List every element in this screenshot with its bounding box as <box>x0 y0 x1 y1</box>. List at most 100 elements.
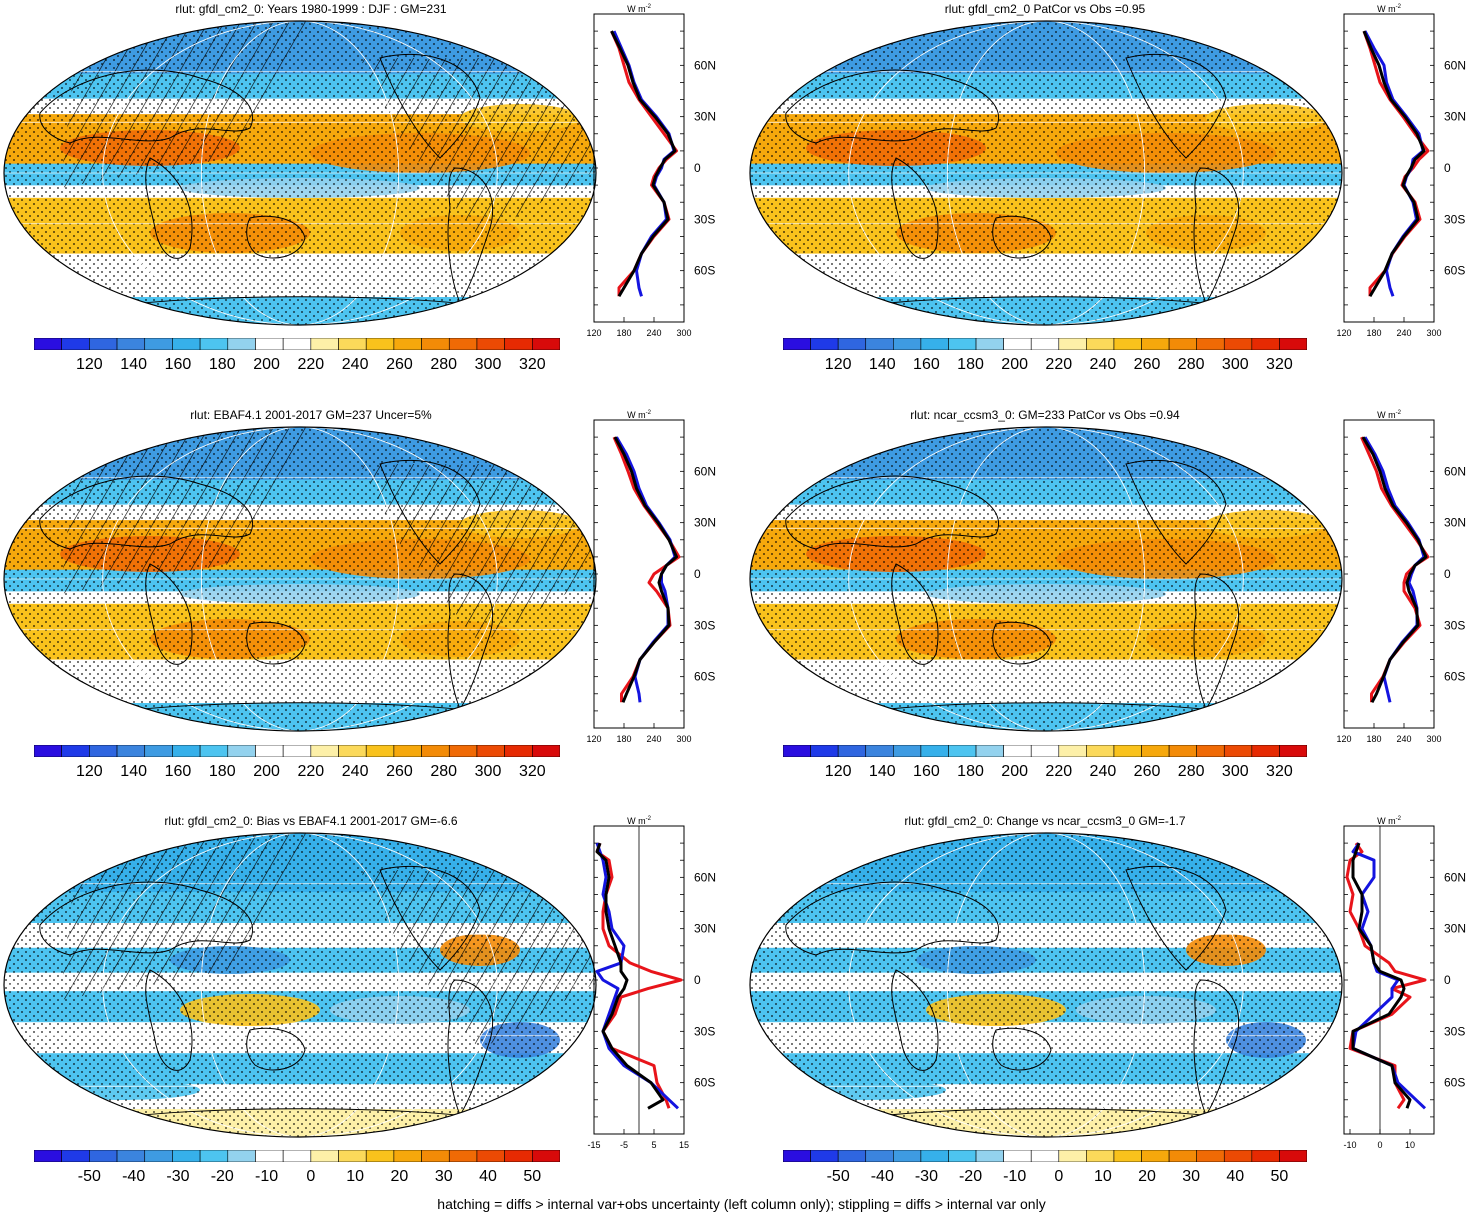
colorbar-tick-label: 300 <box>1221 356 1249 373</box>
x-tick-label: 240 <box>646 734 661 744</box>
colorbar-tick-label: 200 <box>1001 356 1028 373</box>
x-tick-label: 0 <box>1377 1140 1382 1150</box>
colorbar-swatch <box>810 1150 839 1162</box>
colorbar-swatch <box>199 338 229 350</box>
colorbar-swatch <box>1168 1150 1197 1162</box>
colorbar-tick-label: -30 <box>914 1168 938 1185</box>
colorbar-swatch <box>1141 1150 1170 1162</box>
colorbar-labels: 120 140 160 180 200 220 240 260 280 300 320 <box>34 356 560 376</box>
lat-tick-label: 30N <box>694 922 716 936</box>
colorbar-swatch <box>421 745 450 757</box>
colorbar-swatch <box>476 1150 505 1162</box>
coastline <box>992 621 1052 665</box>
lat-tick-label: 60N <box>1444 870 1466 884</box>
coastline <box>1125 53 1227 159</box>
colorbar-swatch <box>365 745 395 757</box>
lat-tick-label: 60S <box>694 1076 715 1090</box>
profile-frame <box>593 419 685 729</box>
colorbar-swatch <box>837 338 867 350</box>
x-tick-label: 120 <box>1336 328 1351 338</box>
coastline <box>39 475 253 550</box>
lat-tick-label: 60N <box>1444 58 1466 72</box>
coastline <box>246 621 306 665</box>
colorbar-swatch <box>920 745 949 757</box>
x-tick-label: 180 <box>616 328 631 338</box>
graticule-line <box>200 21 400 325</box>
colorbar-tick-label: 240 <box>341 763 369 780</box>
colorbar-tick-label: 280 <box>430 356 458 373</box>
zonal-profile-panel-3: W m-2 60N 30N 0 30S 60S 120 180 240 300 <box>586 410 716 744</box>
colorbar-swatch <box>865 745 894 757</box>
colorbar-swatch <box>61 745 90 757</box>
colorbar-swatch <box>1141 745 1170 757</box>
panel-title: rlut: gfdl_cm2_0: Years 1980-1999 : DJF … <box>175 2 447 16</box>
colorbar-tick-label: 0 <box>306 1168 316 1185</box>
graticule-line <box>848 21 1244 325</box>
colorbar-tick-label: -50 <box>826 1168 850 1185</box>
colorbar-swatch <box>393 338 422 350</box>
lat-tick-label: 30S <box>1444 618 1465 632</box>
colorbar-tick-label: 280 <box>430 763 458 780</box>
profile-line-black <box>595 842 665 1110</box>
colorbar-tick-label: 260 <box>1133 763 1161 780</box>
colorbar-swatch <box>227 1150 256 1162</box>
colorbar-labels: 120 140 160 180 200 220 240 260 280 300 320 <box>34 763 560 783</box>
profile-line-red <box>595 842 683 1109</box>
coastline <box>891 969 939 1071</box>
colorbar-tick-label: 320 <box>518 356 546 373</box>
colorbar-swatch <box>1168 745 1197 757</box>
colorbar-swatch <box>393 1150 422 1162</box>
colorbar-tick-label: 10 <box>1094 1168 1112 1185</box>
colorbar-panel-6 <box>783 1150 1307 1162</box>
colorbar-tick-label: -30 <box>166 1168 190 1185</box>
lat-tick-label: 30N <box>1444 516 1466 530</box>
colorbar-tick-label: 120 <box>76 763 103 780</box>
profile-unit-label: W m-2 <box>627 816 651 826</box>
colorbar-swatch <box>1279 1150 1307 1162</box>
colorbar-swatch <box>1251 745 1280 757</box>
colorbar-tick-label: 140 <box>120 763 147 780</box>
graticule-line <box>946 21 1146 325</box>
colorbar-labels: 120 140 160 180 200 220 240 260 280 300 320 <box>783 763 1307 783</box>
colorbar-swatch <box>975 745 1004 757</box>
colorbar-swatch <box>1251 338 1280 350</box>
lat-tick-label: 60S <box>694 670 715 684</box>
colorbar-swatch <box>448 745 478 757</box>
colorbar-swatch <box>504 1150 533 1162</box>
colorbar-tick-label: 300 <box>474 356 502 373</box>
profile-line-blue <box>615 436 677 703</box>
colorbar-swatch <box>338 745 367 757</box>
coastline <box>246 215 306 259</box>
map-outline <box>749 20 1343 326</box>
colorbar-tick-label: 220 <box>297 356 325 373</box>
colorbar-tick-label: 200 <box>1001 763 1028 780</box>
colorbar-swatch <box>476 745 505 757</box>
colorbar-swatch <box>144 745 173 757</box>
colorbar-tick-label: 320 <box>518 763 546 780</box>
coastline <box>1125 459 1227 565</box>
colorbar-tick-label: 20 <box>1138 1168 1156 1185</box>
colorbar-swatch <box>1196 338 1225 350</box>
colorbar-tick-label: -40 <box>870 1168 894 1185</box>
colorbar-tick-label: 30 <box>434 1168 453 1185</box>
lat-tick-label: 0 <box>694 567 701 581</box>
colorbar-swatch <box>837 745 867 757</box>
lat-tick-label: 60S <box>1444 670 1465 684</box>
lat-tick-label: 60N <box>694 58 716 72</box>
coastline <box>1125 865 1227 971</box>
colorbar-panel-3 <box>34 745 560 757</box>
profile-unit-label: W m-2 <box>627 410 651 420</box>
profile-line-blue <box>595 842 680 1110</box>
lat-tick-label: 60S <box>1444 264 1465 278</box>
x-tick-label: -10 <box>1343 1140 1356 1150</box>
coastline <box>785 475 999 550</box>
lat-tick-label: 0 <box>1444 567 1451 581</box>
lat-tick-label: 30S <box>1444 1024 1465 1038</box>
colorbar-swatch <box>448 1150 478 1162</box>
colorbar-swatch <box>310 745 339 757</box>
colorbar-swatch <box>338 1150 367 1162</box>
x-tick-label: 240 <box>1396 734 1411 744</box>
x-tick-label: 240 <box>646 328 661 338</box>
colorbar-swatch <box>1086 745 1115 757</box>
x-tick-label: 5 <box>651 1140 656 1150</box>
